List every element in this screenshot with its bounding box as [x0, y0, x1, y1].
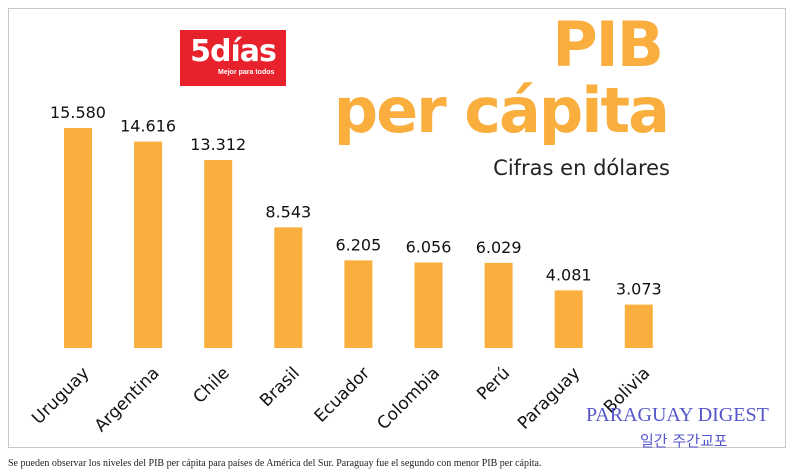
category-label-peru: Perú — [473, 363, 514, 404]
bar-brasil — [274, 227, 303, 348]
value-label-argentina: 14.616 — [120, 117, 176, 136]
chart-subtitle: Cifras en dólares — [493, 156, 670, 180]
value-label-bolivia: 3.073 — [616, 280, 662, 299]
value-label-brasil: 8.543 — [265, 202, 311, 221]
value-label-ecuador: 6.205 — [335, 235, 381, 254]
value-label-chile: 13.312 — [190, 135, 246, 154]
bar-uruguay — [64, 128, 92, 348]
logo-tagline: Mejor para todos — [218, 69, 275, 76]
watermark-paraguay-digest: PARAGUAY DIGEST — [586, 404, 769, 426]
chart-title-line1: PIB — [552, 8, 664, 81]
bar-paraguay — [554, 290, 583, 348]
category-label-argentina: Argentina — [91, 363, 164, 436]
category-label-brasil: Brasil — [256, 363, 304, 411]
5dias-logo: 5días Mejor para todos — [180, 30, 286, 86]
value-labels-layer: 15.580 14.616 13.312 8.543 6.205 6.056 6.029 4.… — [50, 103, 662, 299]
chart-title-line2: per cápita — [333, 74, 670, 147]
category-label-ecuador: Ecuador — [311, 363, 374, 426]
category-label-chile: Chile — [189, 363, 233, 407]
bar-ecuador — [344, 260, 373, 348]
bars-layer — [64, 128, 653, 348]
bar-peru — [484, 262, 513, 348]
bar-bolivia — [624, 304, 653, 348]
category-label-paraguay: Paraguay — [514, 363, 584, 433]
bar-colombia — [414, 262, 443, 348]
value-label-paraguay: 4.081 — [546, 265, 592, 284]
value-label-peru: 6.029 — [476, 238, 522, 257]
value-label-uruguay: 15.580 — [50, 103, 106, 122]
logo-name: 5días — [190, 34, 277, 69]
value-label-colombia: 6.056 — [406, 237, 452, 256]
bar-argentina — [134, 141, 163, 348]
category-label-uruguay: Uruguay — [28, 363, 93, 428]
watermark-korean: 일간 주간교포 — [640, 432, 728, 450]
bar-chile — [204, 160, 233, 348]
figure-caption: Se pueden observar los niveles del PIB p… — [8, 458, 542, 469]
category-label-colombia: Colombia — [373, 363, 444, 434]
